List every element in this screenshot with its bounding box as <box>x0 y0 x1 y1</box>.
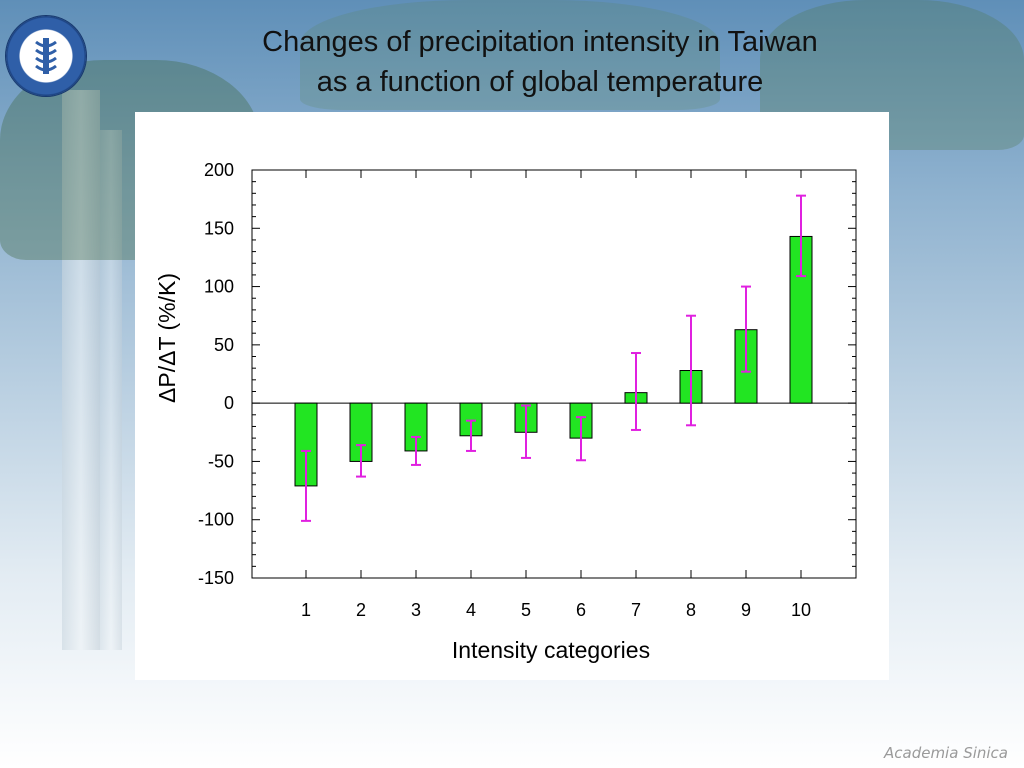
x-tick-label: 9 <box>741 600 751 620</box>
slide-title-line1: Changes of precipitation intensity in Ta… <box>262 26 818 58</box>
x-tick-label: 8 <box>686 600 696 620</box>
chart-axes <box>251 169 857 579</box>
y-tick-label: 100 <box>204 277 234 297</box>
academia-sinica-logo <box>6 16 86 96</box>
x-axis-title: Intensity categories <box>452 637 650 663</box>
slide-title-line2: as a function of global temperature <box>316 66 764 98</box>
chart-labels: 200 150 100 50 0 -50 -100 -150 1 2 3 4 5 6 7 8 9 10 Intens… <box>154 160 811 663</box>
x-tick-label: 1 <box>301 600 311 620</box>
background-foliage-top <box>300 0 720 110</box>
bar-chart: 200 150 100 50 0 -50 -100 -150 1 2 3 4 5 6 7 8 9 10 Intens… <box>154 160 857 663</box>
y-tick-label: -150 <box>198 568 234 588</box>
y-tick-label: -100 <box>198 510 234 530</box>
plot-frame <box>251 169 857 579</box>
background-trunk-left2 <box>100 130 122 650</box>
y-tick-label: 150 <box>204 218 234 238</box>
x-tick-label: 6 <box>576 600 586 620</box>
chart-error-bars <box>301 194 806 522</box>
chart-bars <box>294 235 813 487</box>
x-tick-label: 2 <box>356 600 366 620</box>
y-tick-label: 0 <box>224 393 234 413</box>
x-tick-label: 10 <box>791 600 811 620</box>
slide-title: Changes of precipitation intensity in Ta… <box>180 22 900 102</box>
footer-brand: Academia Sinica <box>884 744 1008 762</box>
background-trunk-left <box>62 90 100 650</box>
y-axis-title: ΔP/ΔT (%/K) <box>154 273 180 403</box>
x-tick-label: 7 <box>631 600 641 620</box>
y-tick-label: 200 <box>204 160 234 180</box>
x-tick-label: 4 <box>466 600 476 620</box>
x-tick-label: 5 <box>521 600 531 620</box>
x-tick-label: 3 <box>411 600 421 620</box>
chart-panel: 200 150 100 50 0 -50 -100 -150 1 2 3 4 5 6 7 8 9 10 Intens… <box>135 112 889 680</box>
y-tick-label: -50 <box>208 451 234 471</box>
y-tick-label: 50 <box>214 335 234 355</box>
